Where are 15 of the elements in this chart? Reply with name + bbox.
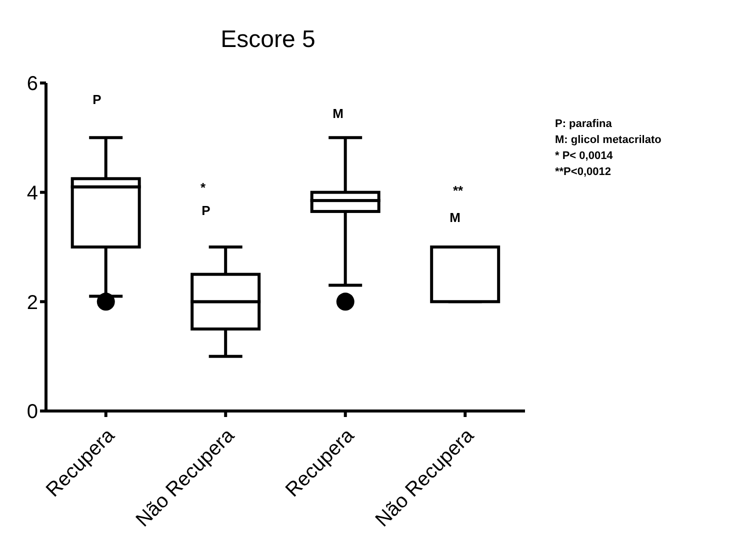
text: * P< 0,0014 [555, 149, 614, 164]
chart-title: Escore 5 [220, 26, 316, 54]
y-tick-label: 6 [26, 73, 38, 96]
annotation: P [92, 92, 102, 107]
y-tick-label: 4 [26, 182, 38, 204]
text: P: parafina [555, 117, 613, 132]
annotation: M [332, 106, 344, 121]
annotation: P [200, 203, 212, 218]
annotation: * [199, 180, 207, 195]
y-tick-label: 2 [26, 292, 38, 314]
annotation: M [448, 210, 462, 225]
text: M: glicol metacrilato [555, 133, 662, 148]
annotation: ** [452, 183, 464, 198]
y-tick-label: 0 [26, 401, 38, 424]
text: **P<0,0012 [555, 165, 612, 180]
